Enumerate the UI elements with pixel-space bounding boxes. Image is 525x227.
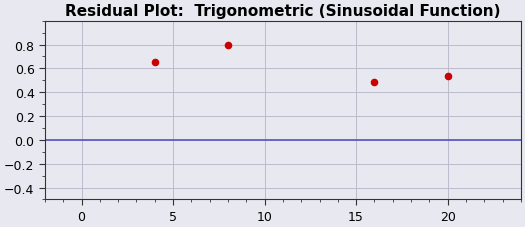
Point (444, 75, 452, 79)
Point (151, 61, 159, 65)
Point (370, 81, 379, 84)
Point (224, 44, 232, 47)
Title: Residual Plot:  Trigonometric (Sinusoidal Function): Residual Plot: Trigonometric (Sinusoidal… (65, 4, 501, 19)
